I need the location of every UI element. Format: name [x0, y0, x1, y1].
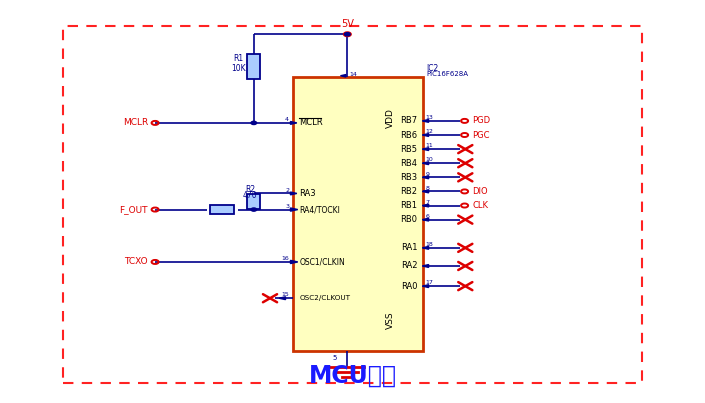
Text: RB0: RB0 — [400, 215, 417, 224]
Text: PIC16F628A: PIC16F628A — [427, 71, 469, 77]
Text: R2: R2 — [245, 185, 255, 194]
Text: RB3: RB3 — [400, 173, 417, 182]
Text: RB5: RB5 — [400, 145, 417, 154]
Text: MCLR: MCLR — [300, 118, 324, 127]
Polygon shape — [279, 297, 286, 300]
Polygon shape — [422, 133, 429, 136]
Polygon shape — [341, 75, 346, 77]
Text: IC2: IC2 — [427, 64, 439, 73]
Bar — [247, 195, 260, 209]
Text: RB6: RB6 — [400, 131, 417, 139]
Polygon shape — [290, 192, 297, 195]
Text: 4: 4 — [285, 117, 289, 122]
Text: R1: R1 — [233, 54, 243, 63]
Text: MCU控制: MCU控制 — [309, 364, 396, 388]
Polygon shape — [290, 122, 297, 124]
Text: 6: 6 — [426, 214, 429, 219]
Text: OSC2/CLKOUT: OSC2/CLKOUT — [300, 295, 350, 301]
Text: 17: 17 — [426, 280, 434, 285]
Text: 5V: 5V — [341, 19, 354, 29]
Text: 7: 7 — [426, 200, 430, 205]
Circle shape — [345, 33, 350, 36]
Polygon shape — [422, 204, 429, 207]
Polygon shape — [422, 264, 429, 268]
Circle shape — [251, 121, 257, 125]
Text: 18: 18 — [426, 242, 434, 247]
Text: RB4: RB4 — [400, 159, 417, 168]
Text: RB1: RB1 — [400, 201, 417, 210]
Bar — [247, 54, 260, 79]
Polygon shape — [422, 162, 429, 164]
Text: 470: 470 — [243, 191, 257, 200]
Bar — [63, 26, 642, 383]
Polygon shape — [422, 176, 429, 179]
Text: TCXO: TCXO — [124, 258, 148, 266]
Text: RA0: RA0 — [401, 282, 417, 291]
Text: VSS: VSS — [386, 312, 395, 329]
Text: 11: 11 — [426, 143, 434, 148]
Bar — [293, 77, 423, 351]
Text: MCLR: MCLR — [123, 118, 148, 127]
Text: 13: 13 — [426, 115, 434, 120]
Text: 3: 3 — [285, 204, 289, 209]
Text: RB2: RB2 — [400, 187, 417, 196]
Circle shape — [251, 208, 257, 211]
Polygon shape — [422, 190, 429, 193]
Polygon shape — [422, 246, 429, 249]
Text: PGD: PGD — [472, 116, 491, 125]
Text: 10: 10 — [426, 158, 434, 162]
Polygon shape — [422, 285, 429, 288]
Text: 8: 8 — [426, 186, 429, 191]
Text: DIO: DIO — [472, 187, 488, 196]
Text: RA4/TOCKI: RA4/TOCKI — [300, 205, 341, 214]
Text: PGC: PGC — [472, 131, 490, 139]
Text: F_OUT: F_OUT — [120, 205, 148, 214]
Text: 5: 5 — [332, 355, 337, 361]
Polygon shape — [290, 260, 298, 264]
Text: 12: 12 — [426, 129, 434, 134]
Text: RA3: RA3 — [300, 189, 317, 198]
Text: 2: 2 — [285, 188, 289, 193]
Bar — [209, 205, 234, 214]
Polygon shape — [422, 120, 429, 122]
Text: OSC1/CLKIN: OSC1/CLKIN — [300, 258, 345, 266]
Text: RA1: RA1 — [401, 243, 417, 252]
Polygon shape — [422, 147, 429, 150]
Text: RB7: RB7 — [400, 116, 417, 125]
Text: RA2: RA2 — [401, 262, 417, 270]
Polygon shape — [290, 208, 298, 211]
Text: 9: 9 — [426, 172, 430, 177]
Text: 16: 16 — [281, 256, 289, 261]
Text: CLK: CLK — [472, 201, 489, 210]
Text: VDD: VDD — [386, 108, 395, 128]
Text: 15: 15 — [281, 293, 289, 297]
Text: 14: 14 — [350, 72, 357, 77]
Polygon shape — [422, 218, 429, 221]
Text: 10K: 10K — [231, 64, 245, 73]
